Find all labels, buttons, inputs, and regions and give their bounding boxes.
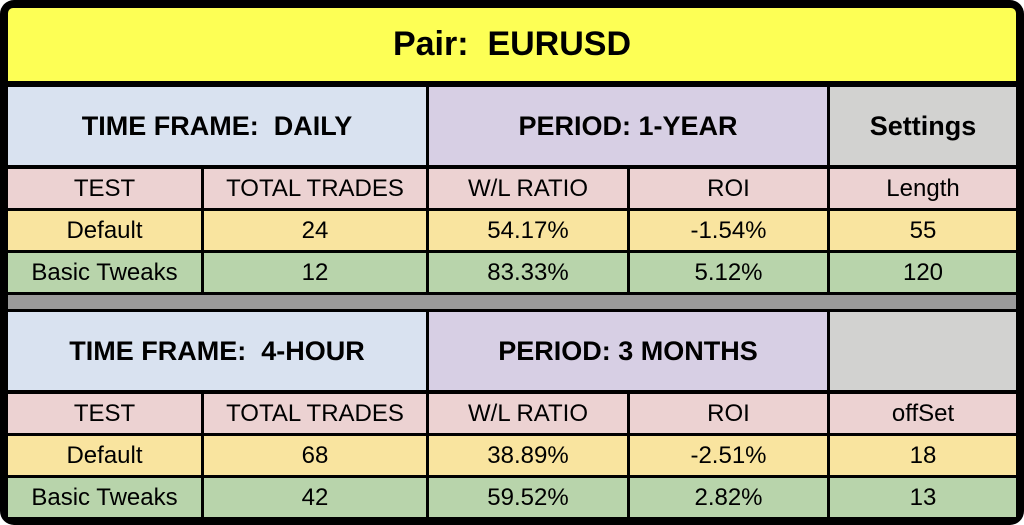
cell-total-trades: 12 (204, 253, 426, 292)
cell-wl-ratio: 59.52% (429, 478, 627, 517)
cell-length: 55 (830, 211, 1016, 250)
cell-test-name: Default (8, 436, 201, 475)
column-header-offset: offSet (830, 394, 1016, 433)
column-header-total-trades: TOTAL TRADES (204, 169, 426, 208)
column-header-test: TEST (8, 169, 201, 208)
cell-test-name: Default (8, 211, 201, 250)
cell-wl-ratio: 83.33% (429, 253, 627, 292)
column-header-wl-ratio: W/L RATIO (429, 169, 627, 208)
pair-title: Pair: EURUSD (8, 8, 1016, 81)
daily-timeframe-header: TIME FRAME: DAILY (8, 87, 426, 165)
cell-total-trades: 68 (204, 436, 426, 475)
daily-basic-tweaks-row: Basic Tweaks 12 83.33% 5.12% 120 (8, 253, 1016, 292)
column-header-roi: ROI (630, 169, 827, 208)
column-header-wl-ratio: W/L RATIO (429, 394, 627, 433)
cell-wl-ratio: 38.89% (429, 436, 627, 475)
cell-roi: -1.54% (630, 211, 827, 250)
four-hour-basic-tweaks-row: Basic Tweaks 42 59.52% 2.82% 13 (8, 478, 1016, 517)
four-hour-period-header: PERIOD: 3 MONTHS (429, 312, 827, 390)
column-header-roi: ROI (630, 394, 827, 433)
cell-roi: 5.12% (630, 253, 827, 292)
four-hour-default-row: Default 68 38.89% -2.51% 18 (8, 436, 1016, 475)
cell-test-name: Basic Tweaks (8, 253, 201, 292)
daily-default-row: Default 24 54.17% -1.54% 55 (8, 211, 1016, 250)
cell-total-trades: 24 (204, 211, 426, 250)
daily-section-header-row: TIME FRAME: DAILY PERIOD: 1-YEAR Setting… (8, 87, 1016, 165)
cell-roi: -2.51% (630, 436, 827, 475)
four-hour-timeframe-header: TIME FRAME: 4-HOUR (8, 312, 426, 390)
cell-test-name: Basic Tweaks (8, 478, 201, 517)
column-header-length: Length (830, 169, 1016, 208)
cell-roi: 2.82% (630, 478, 827, 517)
daily-period-header: PERIOD: 1-YEAR (429, 87, 827, 165)
cell-wl-ratio: 54.17% (429, 211, 627, 250)
four-hour-section-header-row: TIME FRAME: 4-HOUR PERIOD: 3 MONTHS (8, 312, 1016, 390)
daily-column-header-row: TEST TOTAL TRADES W/L RATIO ROI Length (8, 169, 1016, 208)
cell-total-trades: 42 (204, 478, 426, 517)
four-hour-settings-header (830, 312, 1016, 390)
daily-settings-header: Settings (830, 87, 1016, 165)
four-hour-column-header-row: TEST TOTAL TRADES W/L RATIO ROI offSet (8, 394, 1016, 433)
section-divider (8, 295, 1016, 309)
column-header-test: TEST (8, 394, 201, 433)
daily-table-section: TIME FRAME: DAILY PERIOD: 1-YEAR Setting… (8, 87, 1016, 292)
cell-length: 120 (830, 253, 1016, 292)
cell-offset: 18 (830, 436, 1016, 475)
column-header-total-trades: TOTAL TRADES (204, 394, 426, 433)
four-hour-table-section: TIME FRAME: 4-HOUR PERIOD: 3 MONTHS TEST… (8, 312, 1016, 517)
cell-offset: 13 (830, 478, 1016, 517)
